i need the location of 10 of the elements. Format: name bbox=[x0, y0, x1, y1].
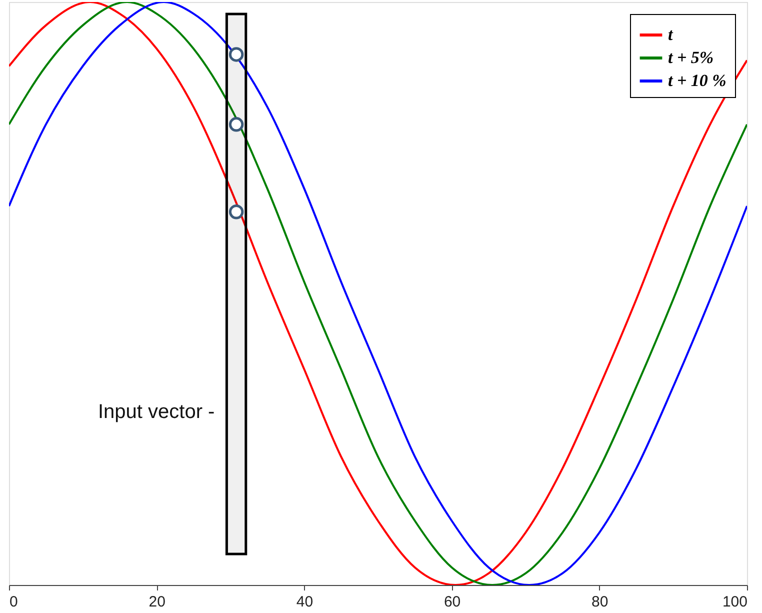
x-tick-label: 20 bbox=[148, 594, 166, 610]
x-tick-label: 80 bbox=[592, 594, 608, 610]
legend-label: t + 10 % bbox=[668, 71, 726, 90]
x-tick-label: 40 bbox=[296, 594, 314, 610]
band-label: Input vector - bbox=[98, 401, 215, 423]
x-tick-label: 0 bbox=[10, 594, 18, 610]
legend-label: t bbox=[668, 25, 674, 44]
legend-label: t + 5% bbox=[668, 48, 714, 67]
x-tick-label: 60 bbox=[444, 594, 461, 610]
x-tick-label: 100 bbox=[722, 594, 748, 610]
